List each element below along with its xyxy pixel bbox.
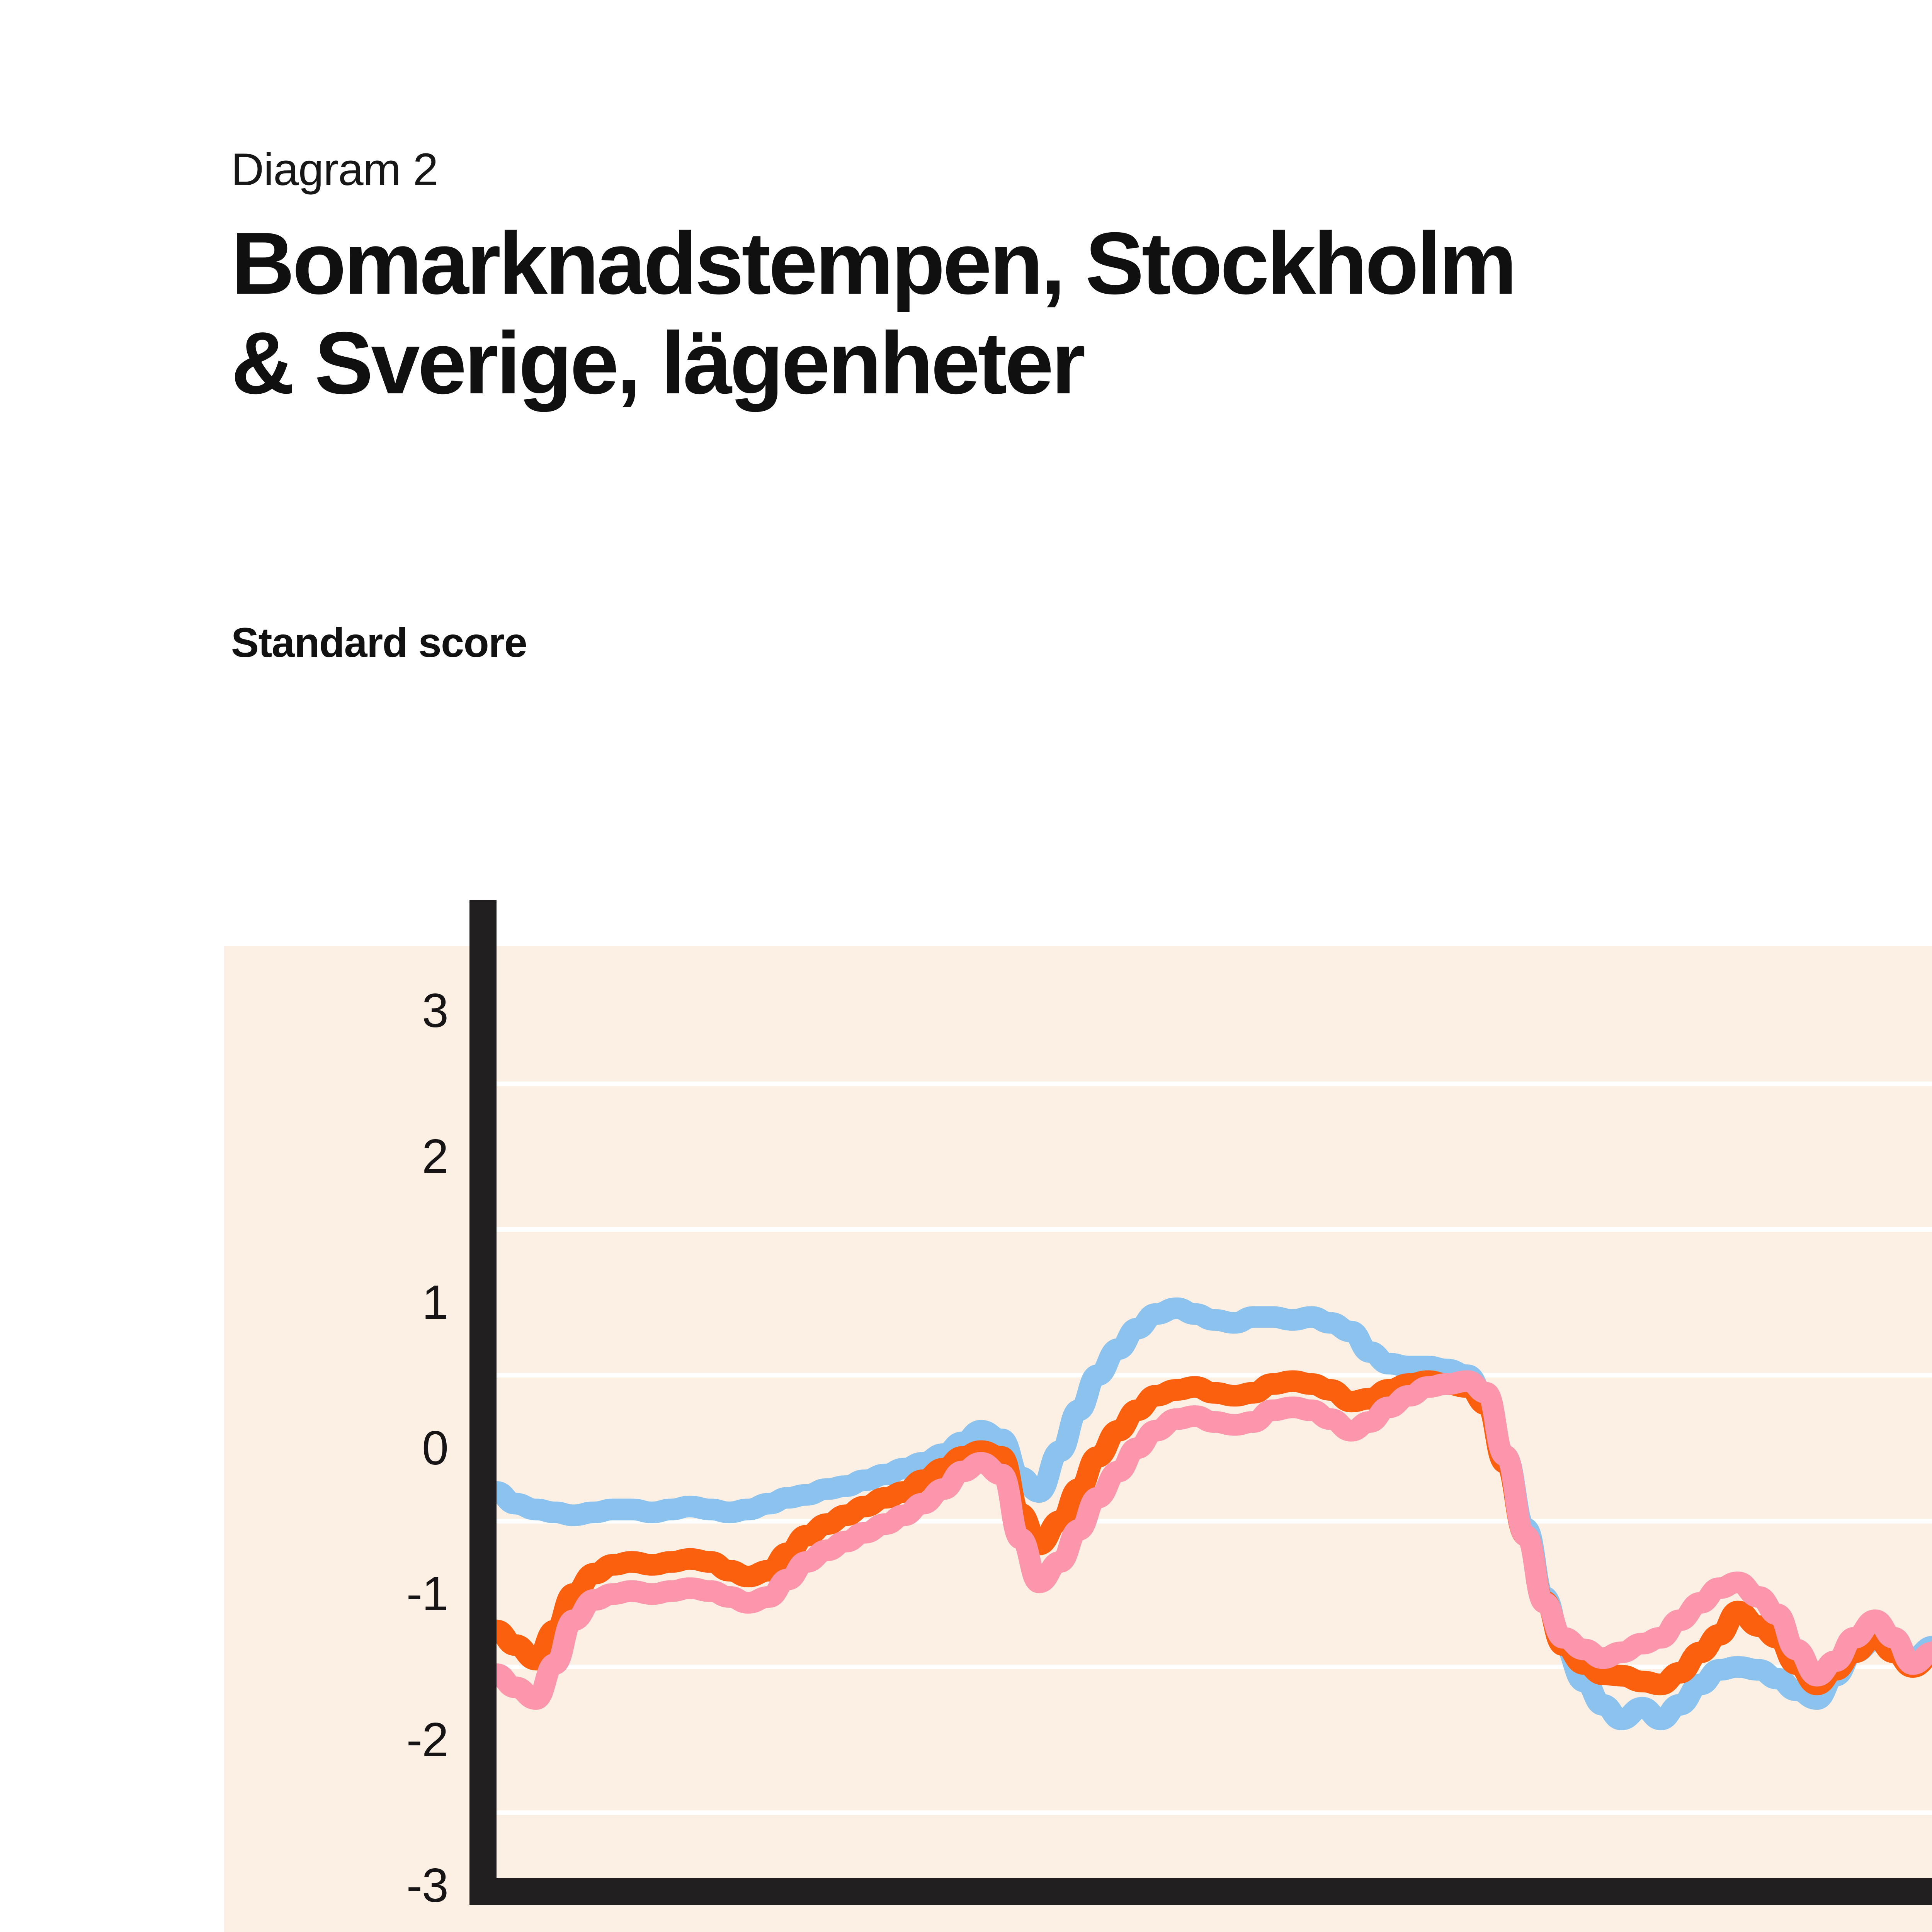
title-line-1: Bomarknadstempen, Stockholm [231,214,1517,313]
x-axis-line [469,1878,1932,1905]
y-tick-label: 0 [422,1421,449,1475]
diagram-kicker: Diagram 2 [231,144,438,195]
y-tick-label: -1 [406,1567,449,1621]
y-axis-unit-label: Standard score [231,619,527,666]
y-axis-tick-labels: 3 2 1 0 -1 -2 -3 [294,0,449,1932]
x-tick-label: 2018 [444,1928,549,1932]
x-tick-label: 2022 [1376,1928,1481,1932]
y-tick-label: 1 [422,1276,449,1329]
y-tick-label: 2 [422,1130,449,1184]
series-line-lägenheter [486,1370,1932,1710]
chart-header: Diagram 2 Bomarknadstempen, Stockholm & … [231,147,1932,413]
x-tick-label: 2020 [910,1928,1015,1932]
page-title: Bomarknadstempen, Stockholm & Sverige, l… [231,214,1932,413]
y-tick-label: -3 [406,1859,449,1912]
y-tick-label: 3 [422,984,449,1037]
y-axis-line [469,900,497,1905]
series-line-bostäder [486,1370,1932,1696]
title-line-2: & Sverige, lägenheter [231,314,1086,412]
y-tick-label: -2 [406,1713,449,1767]
x-tick-label: 2024 [1841,1928,1932,1932]
